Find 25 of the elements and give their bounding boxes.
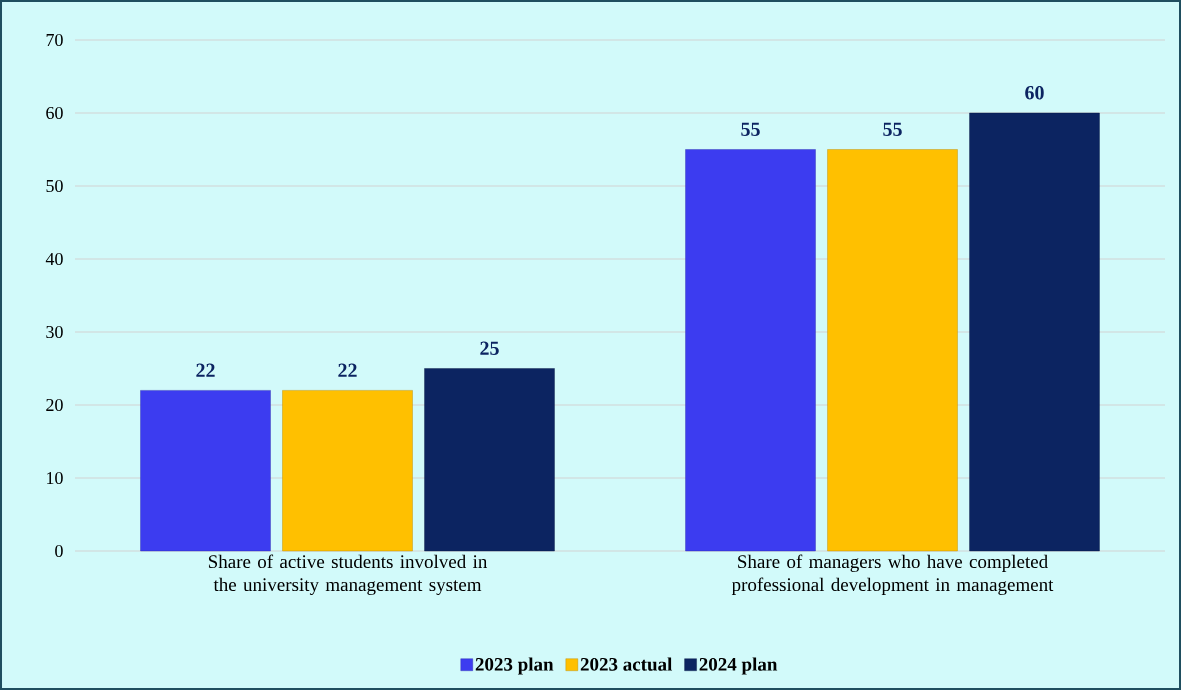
- legend-label: 2023 actual: [580, 657, 673, 671]
- bar: [424, 368, 555, 552]
- data-label: 22: [338, 363, 357, 377]
- legend-label: 2023 plan: [475, 657, 554, 675]
- data-label: 22: [196, 363, 215, 377]
- data-label: 25: [480, 341, 499, 355]
- legend-label: 2024 plan: [699, 657, 778, 675]
- x-tick-label: Share of active students involved in the university management system: [208, 554, 488, 595]
- y-tick-label: 10: [47, 471, 63, 485]
- bar: [282, 390, 413, 552]
- y-tick-label: 60: [46, 106, 63, 120]
- bar: [685, 149, 816, 552]
- bar: [969, 112, 1100, 552]
- y-tick-label: 70: [46, 33, 63, 47]
- y-tick-label: 30: [46, 325, 63, 339]
- data-label: 55: [741, 122, 760, 136]
- data-label: 60: [1025, 85, 1044, 100]
- y-tick-label: 0: [55, 544, 63, 558]
- y-tick-label: 50: [46, 179, 63, 193]
- data-label: 55: [883, 122, 902, 136]
- x-tick-label: Share of managers who have completed professional development in management: [731, 554, 1054, 595]
- bar: [827, 149, 958, 552]
- bar: [140, 390, 271, 552]
- y-tick-label: 20: [46, 398, 63, 412]
- y-tick-label: 40: [45, 252, 63, 266]
